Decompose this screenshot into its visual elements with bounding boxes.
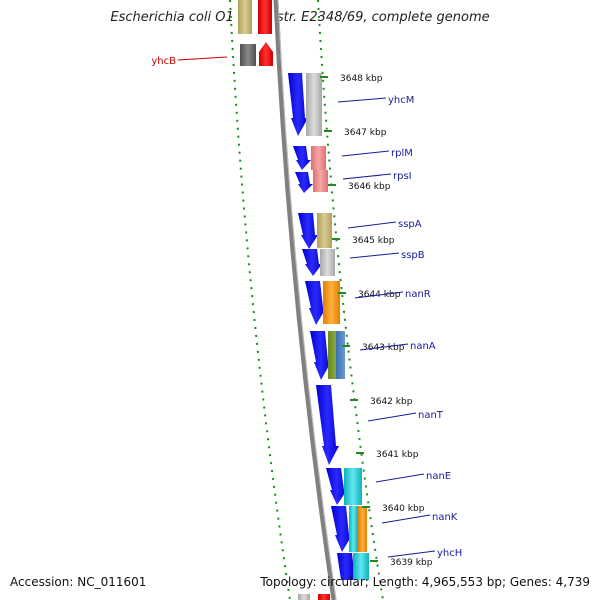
genome-backbone [273,0,337,600]
kbp-tick-label: 3645 kbp [352,236,395,246]
gene-leader-line [359,343,409,351]
kbp-tick-label: 3646 kbp [348,182,391,192]
gene-arrow[interactable] [295,172,313,193]
gene-leader-line [349,252,400,259]
gene-leader-line [337,97,387,103]
gene-leader-line [347,221,397,229]
gene-arrow[interactable] [316,385,339,465]
category-block [313,170,328,192]
gene-leader-line [381,514,431,524]
map-title: Escherichia coli O127:H6 str. E2348/69, … [110,10,490,25]
kbp-tick-label: 3643 kbp [362,343,405,353]
gene-leader-line [341,150,390,157]
gene-label-sspB[interactable]: sspB [401,250,425,261]
kbp-tick-label: 3641 kbp [376,450,419,460]
kbp-tick-label: 3642 kbp [370,397,413,407]
kbp-tick-label: 3640 kbp [382,504,425,514]
category-block [311,146,326,170]
gene-label-rplM[interactable]: rplM [391,148,413,159]
gene-leader-line [342,173,392,180]
category-block [358,506,367,552]
gene-arrow[interactable] [331,506,352,552]
accession-text: Accession: NC_011601 [10,575,147,589]
gene-leader-line [177,56,228,61]
gene-label-yhcB[interactable]: yhcB [151,56,176,67]
gene-label-nanA[interactable]: nanA [410,341,436,352]
gene-block-bottom [298,594,310,600]
gene-arrow[interactable] [302,249,322,276]
category-block [336,331,345,379]
category-block [353,553,369,580]
gene-arrow[interactable] [288,73,308,136]
gene-block-top-red [258,0,272,34]
category-block [328,331,336,379]
gene-leader-line [367,412,417,422]
gene-track-band [233,0,331,600]
gene-yhcB-block[interactable] [240,44,256,66]
gene-label-nanK[interactable]: nanK [432,512,458,523]
kbp-tick-label: 3648 kbp [340,74,383,84]
gene-block-bottom [318,594,330,600]
genome-backbone-highlight [277,0,337,600]
category-block [320,249,335,276]
gene-leader-line [375,473,425,483]
gene-label-rpsI[interactable]: rpsI [393,171,412,182]
gene-arrows[interactable] [288,73,355,580]
category-block [306,73,322,136]
gene-label-nanT[interactable]: nanT [418,410,444,421]
gene-labels[interactable]: yhcB yhcM rplM rpsI sspA sspB nanR nanA nanT nanE… [151,56,462,559]
gene-label-yhcH[interactable]: yhcH [437,548,462,559]
gene-arrow[interactable] [298,213,318,249]
category-block [317,213,332,248]
gene-block-top-tan [238,0,252,34]
gene-leader-line [354,291,404,299]
category-block [344,468,362,505]
gene-arrow[interactable] [310,331,331,380]
gene-label-nanE[interactable]: nanE [426,471,451,482]
kbp-tick-label: 3639 kbp [390,558,433,568]
gene-label-sspA[interactable]: sspA [398,219,422,230]
gene-arrow[interactable] [293,146,311,170]
gene-label-nanR[interactable]: nanR [405,289,431,300]
category-block [323,281,340,324]
kbp-tick-label: 3647 kbp [344,128,387,138]
category-block [349,506,358,552]
gene-yhcB-arrow[interactable] [259,42,273,66]
gene-arrow[interactable] [305,281,326,325]
gene-arrow[interactable] [337,553,355,580]
topology-text: Topology: circular; Length: 4,965,553 bp… [260,575,590,589]
gene-leader-line [387,550,436,558]
gene-category-blocks [306,73,369,580]
gene-arrow[interactable] [326,468,347,505]
gene-label-yhcM[interactable]: yhcM [388,95,414,106]
